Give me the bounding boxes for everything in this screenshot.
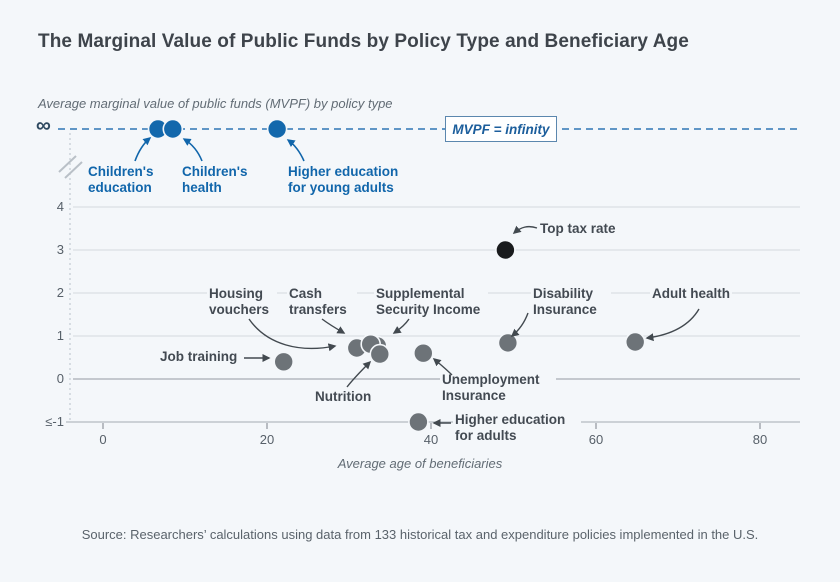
point-housing-vouchers	[346, 337, 368, 359]
mvpf-infinity-badge: MVPF = infinity	[445, 116, 557, 142]
arrow-nutrition	[346, 360, 372, 388]
label-nutrition: Nutrition	[315, 389, 372, 404]
source-note: Source: Researchers’ calculations using …	[81, 527, 759, 542]
label-childrens-education: Children's education	[88, 164, 154, 196]
arrow-top-tax-rate	[512, 225, 538, 234]
label-job-training: Job training	[160, 349, 238, 364]
label-housing-vouchers: Housing vouchers	[207, 286, 277, 318]
x-axis-ticks	[102, 423, 761, 429]
point-nutrition	[369, 343, 391, 365]
x-tick-0: 0	[99, 432, 107, 447]
point-children-s-education	[147, 118, 169, 140]
arrow-adult-health	[645, 308, 700, 342]
arrow-cash-transfers	[321, 318, 346, 334]
blue-arrows	[134, 137, 305, 162]
y-tick-0: 0	[56, 371, 64, 386]
y-tick-1: 1	[56, 328, 64, 343]
point-job-training	[273, 351, 295, 373]
point-higher-education-for-adults	[408, 411, 429, 433]
label-top-tax-rate: Top tax rate	[540, 221, 616, 236]
point-unemployment-insurance	[412, 342, 434, 364]
x-tick-40: 40	[423, 432, 439, 447]
y-tick-2: 2	[56, 285, 64, 300]
axis-break-marks	[58, 155, 83, 179]
point-children-s-health	[162, 118, 184, 140]
point-higher-education-for-young-adults	[266, 118, 288, 140]
label-childrens-health: Children's health	[182, 164, 248, 196]
arrow-higher-education-young-adults	[286, 139, 305, 162]
x-tick-60: 60	[588, 432, 604, 447]
arrow-housing-vouchers	[248, 318, 337, 352]
page-title: The Marginal Value of Public Funds by Po…	[38, 31, 689, 52]
label-disability-insurance: Disability Insurance	[531, 286, 611, 318]
point-adult-health	[624, 331, 646, 353]
y-tick-3: 3	[56, 242, 64, 257]
y-axis-title: Average marginal value of public funds (…	[38, 96, 393, 111]
arrow-disability-insurance	[510, 312, 529, 337]
arrow-supplemental-security-income	[392, 318, 410, 334]
y-tick-4: 4	[56, 199, 64, 214]
y-tick-neg1: ≤-1	[45, 414, 64, 429]
x-axis-title: Average age of beneficiaries	[337, 456, 503, 471]
label-adult-health: Adult health	[650, 286, 732, 302]
arrow-childrens-health	[182, 138, 203, 162]
label-supplemental-security-income: Supplemental Security Income	[374, 286, 488, 318]
label-higher-education-young-adults: Higher education for young adults	[288, 164, 399, 196]
infinity-axis-symbol: ∞	[36, 114, 51, 137]
point-top-tax-rate	[495, 239, 516, 261]
arrow-childrens-education	[134, 137, 152, 162]
label-unemployment-insurance: Unemployment Insurance	[440, 372, 556, 404]
point-cash-transfers	[360, 333, 382, 355]
label-cash-transfers: Cash transfers	[287, 286, 357, 318]
x-tick-20: 20	[259, 432, 275, 447]
point-disability-insurance	[497, 332, 519, 354]
x-tick-80: 80	[752, 432, 768, 447]
point-supplemental-security-income	[366, 335, 388, 357]
label-higher-education-adults: Higher education for adults	[453, 412, 581, 444]
